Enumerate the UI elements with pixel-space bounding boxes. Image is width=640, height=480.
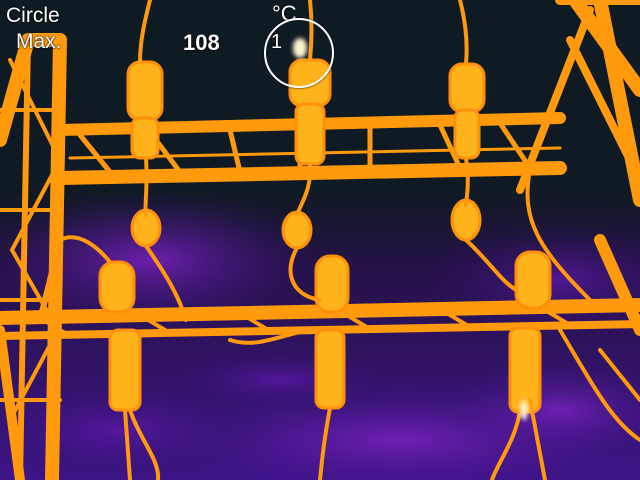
measurement-circle-index: 1 (271, 31, 283, 53)
cloud (440, 360, 640, 460)
insulator (508, 326, 542, 414)
measurement-circle[interactable] (264, 18, 334, 88)
cloud (160, 345, 400, 415)
insulator (314, 254, 350, 314)
insulator (130, 116, 160, 160)
insulator (453, 108, 481, 160)
insulator (281, 210, 313, 250)
insulator (294, 102, 326, 166)
wires (58, 0, 640, 480)
measure-type-label: Circle (6, 4, 60, 27)
insulator (514, 250, 552, 310)
insulator (98, 260, 136, 314)
max-temperature-value: 108 (183, 30, 220, 55)
insulator (448, 62, 486, 114)
insulator (108, 328, 142, 412)
cloud (0, 190, 320, 330)
hot-spot (520, 400, 528, 420)
measure-mode-label: Max. (16, 30, 62, 53)
insulator (126, 60, 164, 122)
insulator (314, 328, 346, 410)
